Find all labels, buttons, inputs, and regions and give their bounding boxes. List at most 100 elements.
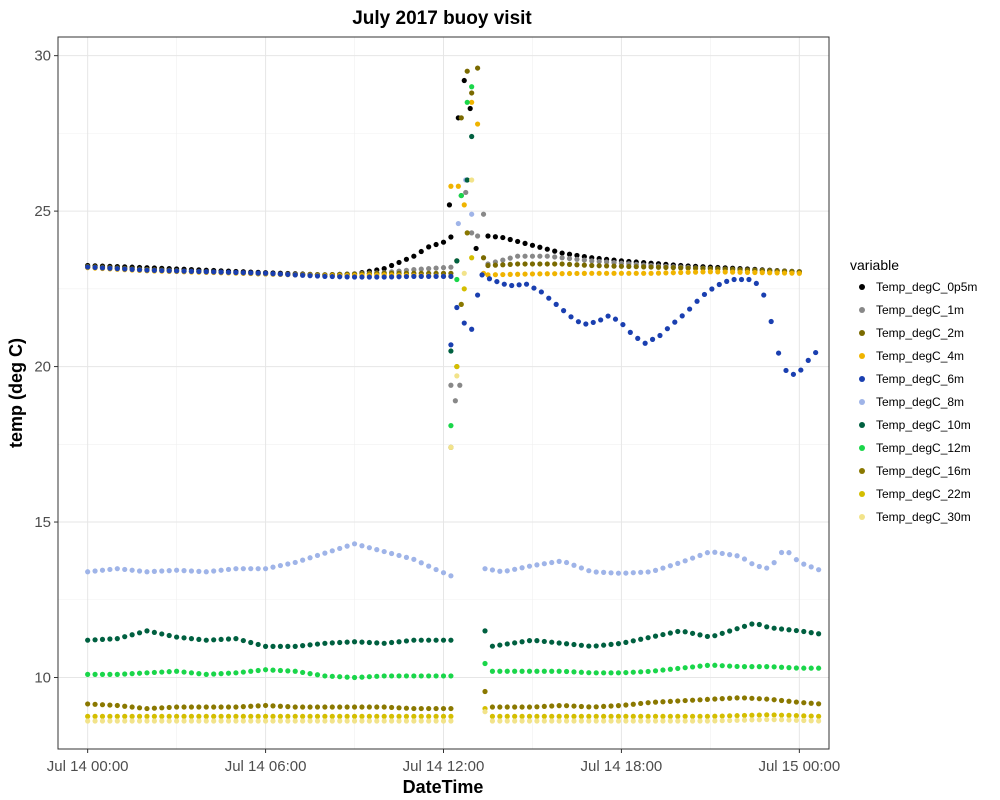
data-point — [642, 340, 648, 346]
data-point — [741, 664, 748, 670]
data-point — [586, 670, 592, 676]
data-point — [433, 705, 439, 712]
data-point — [344, 713, 350, 719]
data-point — [203, 704, 209, 710]
data-point — [489, 668, 496, 674]
legend-key — [859, 376, 865, 382]
data-point — [652, 713, 659, 719]
data-point — [566, 261, 573, 267]
data-point — [571, 703, 577, 709]
data-point — [574, 252, 580, 259]
data-point — [396, 718, 402, 724]
data-point — [203, 269, 209, 275]
legend-label: Temp_degC_4m — [876, 349, 964, 363]
data-point — [396, 713, 402, 719]
y-tick-label: 10 — [34, 669, 51, 686]
data-point — [667, 666, 673, 672]
legend-label: Temp_degC_12m — [876, 441, 971, 455]
data-point — [692, 269, 699, 275]
data-point — [526, 563, 533, 569]
data-point — [107, 718, 113, 724]
legend-key — [859, 330, 865, 336]
data-point — [601, 569, 607, 575]
data-point — [418, 273, 424, 280]
data-point — [620, 321, 626, 328]
data-point — [159, 568, 165, 574]
data-point — [749, 621, 755, 627]
data-point — [270, 713, 276, 719]
data-point — [537, 271, 543, 277]
data-point — [801, 700, 807, 706]
data-point — [196, 718, 202, 724]
data-point — [314, 718, 321, 724]
data-point — [467, 105, 473, 112]
data-point — [475, 292, 481, 298]
data-point — [292, 643, 298, 649]
data-point — [196, 713, 202, 719]
data-point — [211, 704, 217, 710]
data-point — [181, 713, 187, 719]
data-point — [300, 713, 306, 719]
data-point — [497, 668, 503, 674]
data-point — [660, 699, 666, 705]
data-point — [601, 642, 607, 648]
data-point — [433, 566, 439, 573]
data-point — [248, 718, 254, 724]
data-point — [675, 560, 681, 566]
data-point — [489, 718, 496, 724]
data-point — [181, 669, 187, 675]
data-point — [337, 274, 343, 280]
data-point — [715, 269, 721, 275]
data-point — [448, 183, 454, 189]
data-point — [277, 718, 284, 724]
data-point — [719, 550, 725, 557]
data-point — [515, 253, 521, 259]
data-point — [248, 703, 254, 709]
data-point — [344, 274, 350, 280]
data-point — [667, 718, 673, 724]
data-point — [667, 630, 673, 636]
data-point — [771, 625, 777, 631]
data-point — [411, 253, 417, 259]
data-point — [771, 697, 777, 703]
data-point — [426, 713, 432, 719]
data-point — [166, 268, 172, 274]
data-point — [589, 270, 595, 276]
data-point — [593, 569, 599, 575]
data-point — [464, 177, 470, 183]
data-point — [719, 713, 725, 719]
data-point — [786, 712, 792, 718]
data-point — [351, 674, 358, 681]
data-point — [314, 641, 321, 647]
x-axis-ticks: Jul 14 00:00 Jul 14 06:00 Jul 14 12:00 Jul … — [47, 749, 840, 775]
data-point — [623, 669, 629, 676]
data-point — [307, 713, 313, 719]
data-point — [559, 250, 565, 256]
data-point — [623, 718, 629, 724]
data-point — [489, 704, 496, 710]
data-point — [433, 718, 439, 724]
data-point — [741, 623, 748, 629]
data-point — [712, 718, 718, 724]
chart-title: July 2017 buoy visit — [352, 8, 532, 29]
data-point — [781, 270, 788, 276]
data-point — [300, 643, 306, 649]
data-point — [469, 255, 475, 261]
data-point — [734, 553, 740, 559]
data-point — [114, 713, 120, 719]
data-point — [285, 718, 291, 724]
data-point — [734, 717, 740, 723]
legend-label: Temp_degC_6m — [876, 372, 964, 386]
legend-key — [859, 491, 865, 497]
data-point — [808, 718, 814, 724]
data-point — [667, 713, 673, 719]
data-point — [448, 273, 454, 280]
y-axis-title: temp (deg C) — [6, 338, 26, 448]
data-point — [374, 673, 380, 679]
data-point — [433, 673, 439, 679]
data-point — [749, 712, 755, 718]
data-point — [537, 244, 543, 250]
data-point — [92, 671, 98, 677]
data-point — [756, 696, 762, 702]
